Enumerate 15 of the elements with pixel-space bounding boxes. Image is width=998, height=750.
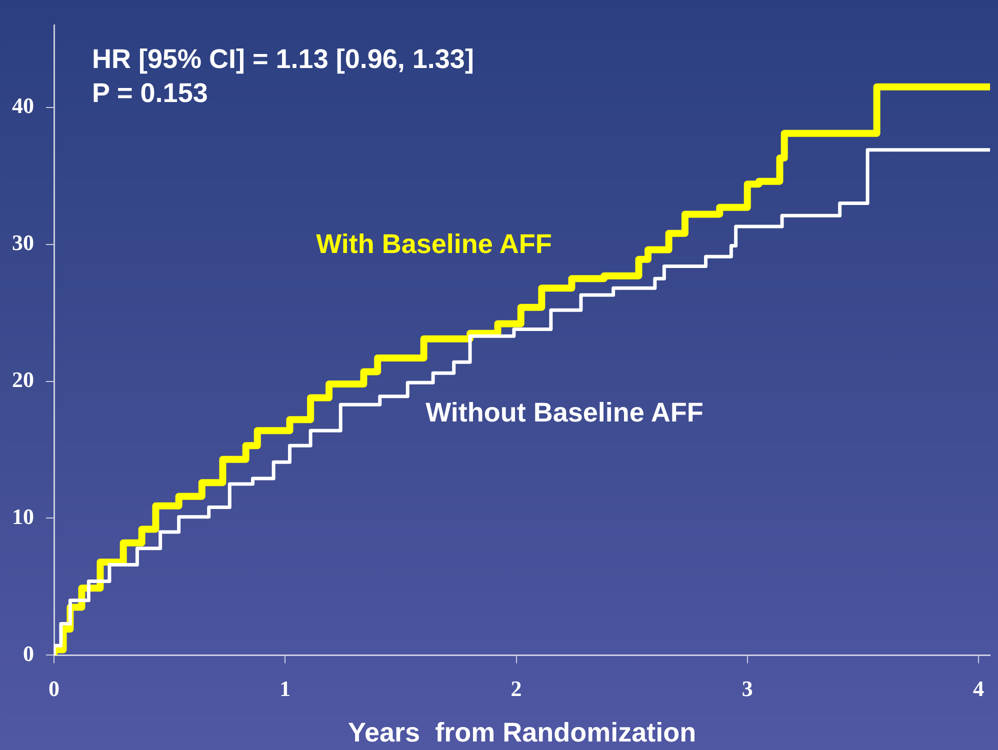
y-tick-label: 10 (12, 504, 34, 529)
annotation: P = 0.153 (92, 78, 208, 108)
x-tick-label: 2 (510, 676, 522, 702)
y-tick-label: 40 (12, 93, 34, 118)
x-tick-label: 0 (48, 676, 60, 702)
series-label: Without Baseline AFF (426, 397, 704, 428)
y-tick-label: 20 (12, 366, 34, 392)
series-label: With Baseline AFF (316, 229, 552, 260)
x-tick-label: 3 (742, 676, 753, 702)
x-tick-label: 4 (973, 676, 984, 702)
x-axis-title: Years from Randomization (348, 717, 696, 748)
x-tick-label: 1 (280, 676, 291, 702)
y-tick-label: 30 (12, 230, 34, 256)
annotation: HR [95% CI] = 1.13 [0.96, 1.33] (92, 44, 474, 74)
y-tick-label: 0 (23, 640, 34, 666)
